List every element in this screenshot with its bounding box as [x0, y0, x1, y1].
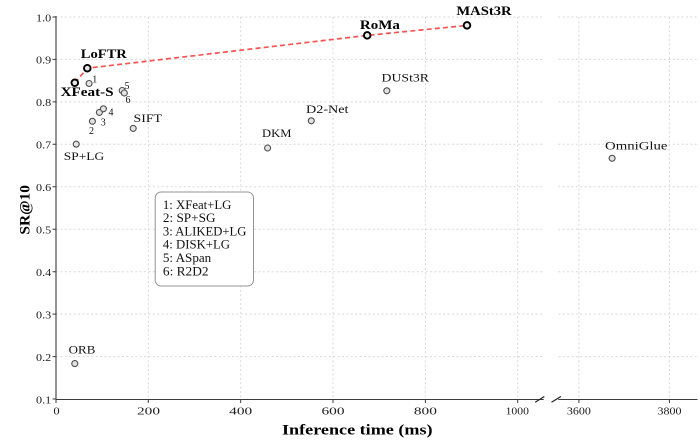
svg-text:1: 1	[92, 74, 97, 85]
svg-text:2: SP+SG: 2: SP+SG	[163, 211, 216, 225]
svg-text:3: 3	[101, 117, 106, 128]
svg-text:0.2: 0.2	[36, 352, 51, 364]
svg-text:4: 4	[109, 108, 114, 119]
svg-text:5: ASpan: 5: ASpan	[163, 251, 212, 265]
svg-text:OmniGlue: OmniGlue	[605, 138, 668, 152]
svg-text:RoMa: RoMa	[360, 17, 401, 32]
svg-text:0: 0	[53, 405, 60, 417]
svg-text:0.1: 0.1	[36, 394, 51, 406]
svg-text:1.0: 1.0	[36, 12, 52, 24]
svg-text:1: XFeat+LG: 1: XFeat+LG	[163, 198, 232, 212]
svg-text:0.4: 0.4	[36, 267, 52, 279]
svg-text:0.3: 0.3	[36, 309, 52, 321]
svg-text:D2-Net: D2-Net	[306, 102, 349, 116]
svg-text:3: ALIKED+LG: 3: ALIKED+LG	[163, 224, 247, 238]
svg-text:400: 400	[229, 405, 253, 417]
svg-text:XFeat-S: XFeat-S	[61, 84, 114, 99]
svg-text:ORB: ORB	[69, 343, 96, 357]
svg-text:Inference time (ms): Inference time (ms)	[282, 423, 433, 439]
svg-text:0.9: 0.9	[36, 55, 52, 67]
svg-text:200: 200	[137, 405, 161, 417]
svg-text:LoFTR: LoFTR	[81, 46, 128, 61]
svg-text:5: 5	[125, 81, 130, 92]
svg-text:0.6: 0.6	[36, 182, 52, 194]
svg-text:SR@10: SR@10	[18, 185, 34, 235]
svg-text:4: DISK+LG: 4: DISK+LG	[163, 238, 230, 252]
svg-text:SP+LG: SP+LG	[64, 149, 105, 163]
svg-text:DKM: DKM	[262, 126, 292, 140]
svg-text:3600: 3600	[567, 405, 592, 417]
svg-text:6: R2D2: 6: R2D2	[163, 264, 209, 278]
svg-text:DUSt3R: DUSt3R	[382, 71, 430, 85]
svg-text:0.8: 0.8	[36, 97, 52, 109]
svg-text:600: 600	[322, 405, 346, 417]
svg-text:1000: 1000	[506, 405, 530, 417]
svg-text:0.7: 0.7	[36, 140, 52, 152]
svg-text:800: 800	[414, 405, 438, 417]
svg-text:3800: 3800	[658, 405, 683, 417]
svg-text:MASt3R: MASt3R	[456, 3, 512, 18]
svg-text:SIFT: SIFT	[134, 111, 163, 125]
svg-text:0.5: 0.5	[36, 225, 52, 237]
svg-text:6: 6	[126, 95, 131, 106]
svg-text:2: 2	[89, 126, 94, 137]
